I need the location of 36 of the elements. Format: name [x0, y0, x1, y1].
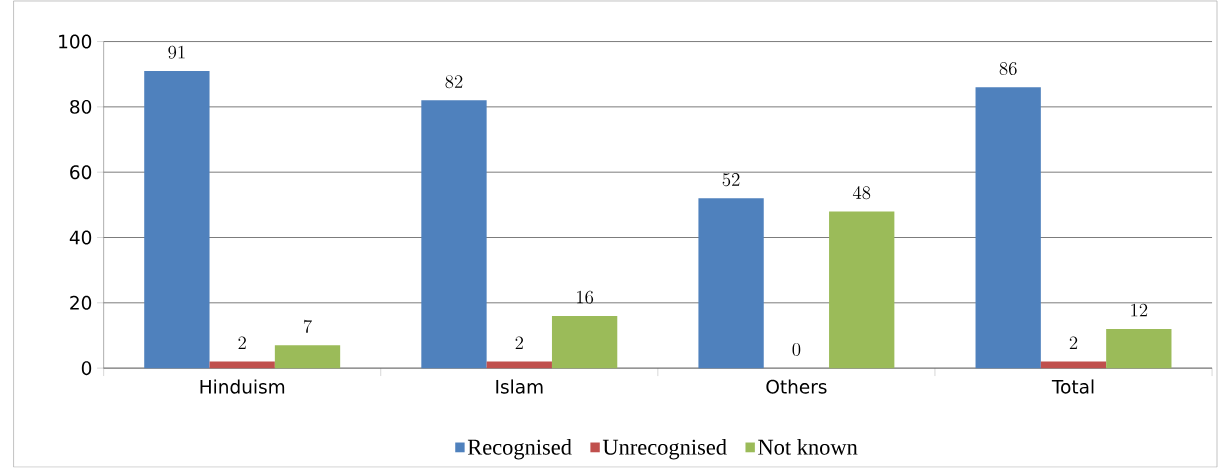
data-label: 82	[445, 75, 463, 89]
bar	[486, 361, 552, 369]
bar	[274, 345, 341, 369]
y-tick-label: 100	[59, 34, 92, 49]
y-tick-label: 60	[70, 165, 92, 180]
bar	[829, 211, 895, 369]
bar	[421, 100, 487, 369]
x-tick-label: Others	[766, 379, 827, 394]
x-tick-label: Islam	[496, 379, 543, 394]
legend-label: Unrecognised	[602, 438, 727, 460]
data-label: 12	[1131, 303, 1148, 317]
data-label: 52	[722, 173, 740, 187]
data-label: 86	[999, 62, 1017, 76]
bar	[209, 361, 275, 369]
y-tick-label: 40	[69, 230, 92, 245]
legend-label: Recognised	[467, 438, 572, 460]
data-label: 48	[852, 185, 871, 200]
data-label: 16	[577, 290, 594, 304]
bar	[975, 87, 1041, 369]
x-tick-label: Total	[1051, 379, 1094, 394]
bar	[1106, 328, 1172, 369]
bar	[144, 70, 210, 369]
data-label: 2	[238, 336, 246, 349]
data-label: 91	[168, 45, 185, 59]
data-label: 2	[1069, 336, 1078, 349]
data-label: 7	[303, 319, 312, 334]
data-label: 0	[792, 342, 801, 356]
legend-label: Not known	[758, 438, 858, 455]
bar	[1040, 361, 1107, 369]
y-tick-label: 0	[81, 361, 92, 376]
bar	[551, 315, 618, 369]
x-tick-label: Hinduism	[200, 379, 285, 394]
y-tick-label: 20	[70, 295, 92, 310]
bar	[698, 198, 764, 369]
y-tick-label: 80	[70, 99, 92, 114]
data-label: 2	[515, 336, 524, 349]
